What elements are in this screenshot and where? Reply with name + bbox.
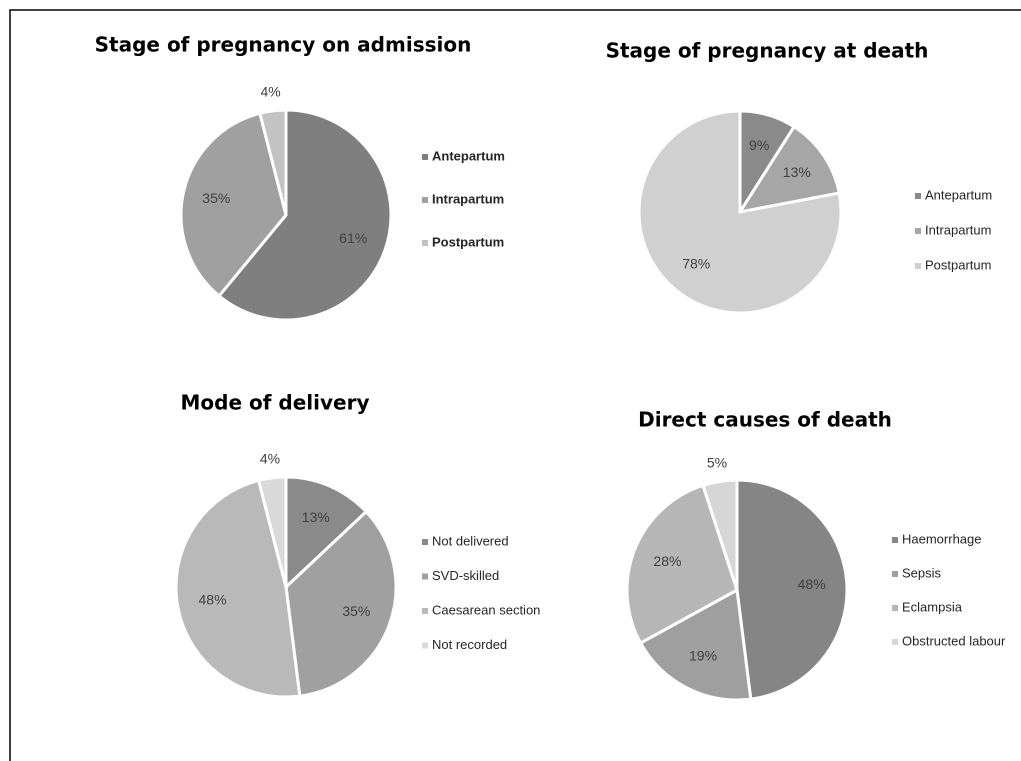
pie-slice: [638, 587, 753, 702]
legend-label: Eclampsia: [902, 599, 963, 614]
legend-label: Haemorrhage: [902, 531, 982, 546]
legend-swatch: [422, 154, 428, 160]
legend-swatch: [915, 193, 921, 199]
data-label: 28%: [653, 553, 681, 569]
legend-label: Postpartum: [925, 257, 991, 272]
pie-slice: [284, 475, 369, 591]
pie-slice: [258, 108, 288, 216]
pie-slice: [174, 478, 302, 699]
legend-label: Sepsis: [902, 565, 942, 580]
chart-title: Stage of pregnancy on admission: [95, 33, 472, 57]
legend-swatch: [422, 197, 428, 203]
data-label: 78%: [682, 256, 710, 272]
pie-slice: [625, 483, 739, 646]
data-label: 5%: [707, 454, 727, 470]
legend-swatch: [892, 639, 898, 645]
pie-slice: [736, 124, 841, 215]
legend-label: SVD-skilled: [432, 568, 499, 583]
data-label: 35%: [202, 190, 230, 206]
legend-swatch: [422, 642, 428, 649]
pie-slice: [735, 478, 849, 701]
legend-swatch: [892, 537, 898, 543]
legend-label: Caesarean section: [432, 602, 540, 617]
legend-swatch: [422, 573, 428, 580]
data-label: 13%: [302, 509, 330, 525]
legend-swatch: [915, 263, 921, 269]
legend-label: Antepartum: [925, 187, 992, 202]
legend-swatch: [892, 571, 898, 577]
legend-swatch: [422, 608, 428, 614]
chart-title: Direct causes of death: [638, 408, 892, 432]
chart-title: Mode of delivery: [181, 391, 370, 415]
pie-slice: [284, 509, 398, 698]
data-label: 19%: [689, 647, 717, 663]
data-label: 4%: [260, 84, 280, 100]
legend-label: Postpartum: [432, 234, 504, 249]
data-label: 48%: [199, 592, 227, 608]
pie-slice: [179, 111, 288, 299]
data-label: 35%: [342, 603, 370, 619]
data-label: 9%: [749, 137, 769, 153]
legend-swatch: [422, 539, 428, 545]
data-label: 48%: [798, 576, 826, 592]
legend-swatch: [915, 228, 921, 234]
legend-label: Obstructed labour: [902, 633, 1006, 648]
data-label: 4%: [260, 451, 280, 467]
pie-slice: [216, 108, 393, 322]
legend-label: Antepartum: [432, 148, 505, 163]
frame: [9, 9, 1021, 761]
legend-label: Not delivered: [432, 533, 509, 548]
pie-slice: [637, 109, 843, 315]
legend-label: Not recorded: [432, 637, 507, 652]
data-label: 61%: [339, 230, 367, 246]
pie-slice: [256, 475, 288, 588]
legend-label: Intrapartum: [925, 222, 991, 237]
pie-slice: [701, 478, 739, 591]
legend-swatch: [892, 605, 898, 611]
legend-label: Intrapartum: [432, 191, 504, 206]
legend-swatch: [422, 240, 428, 246]
chart-title: Stage of pregnancy at death: [606, 39, 929, 63]
data-label: 13%: [783, 164, 811, 180]
